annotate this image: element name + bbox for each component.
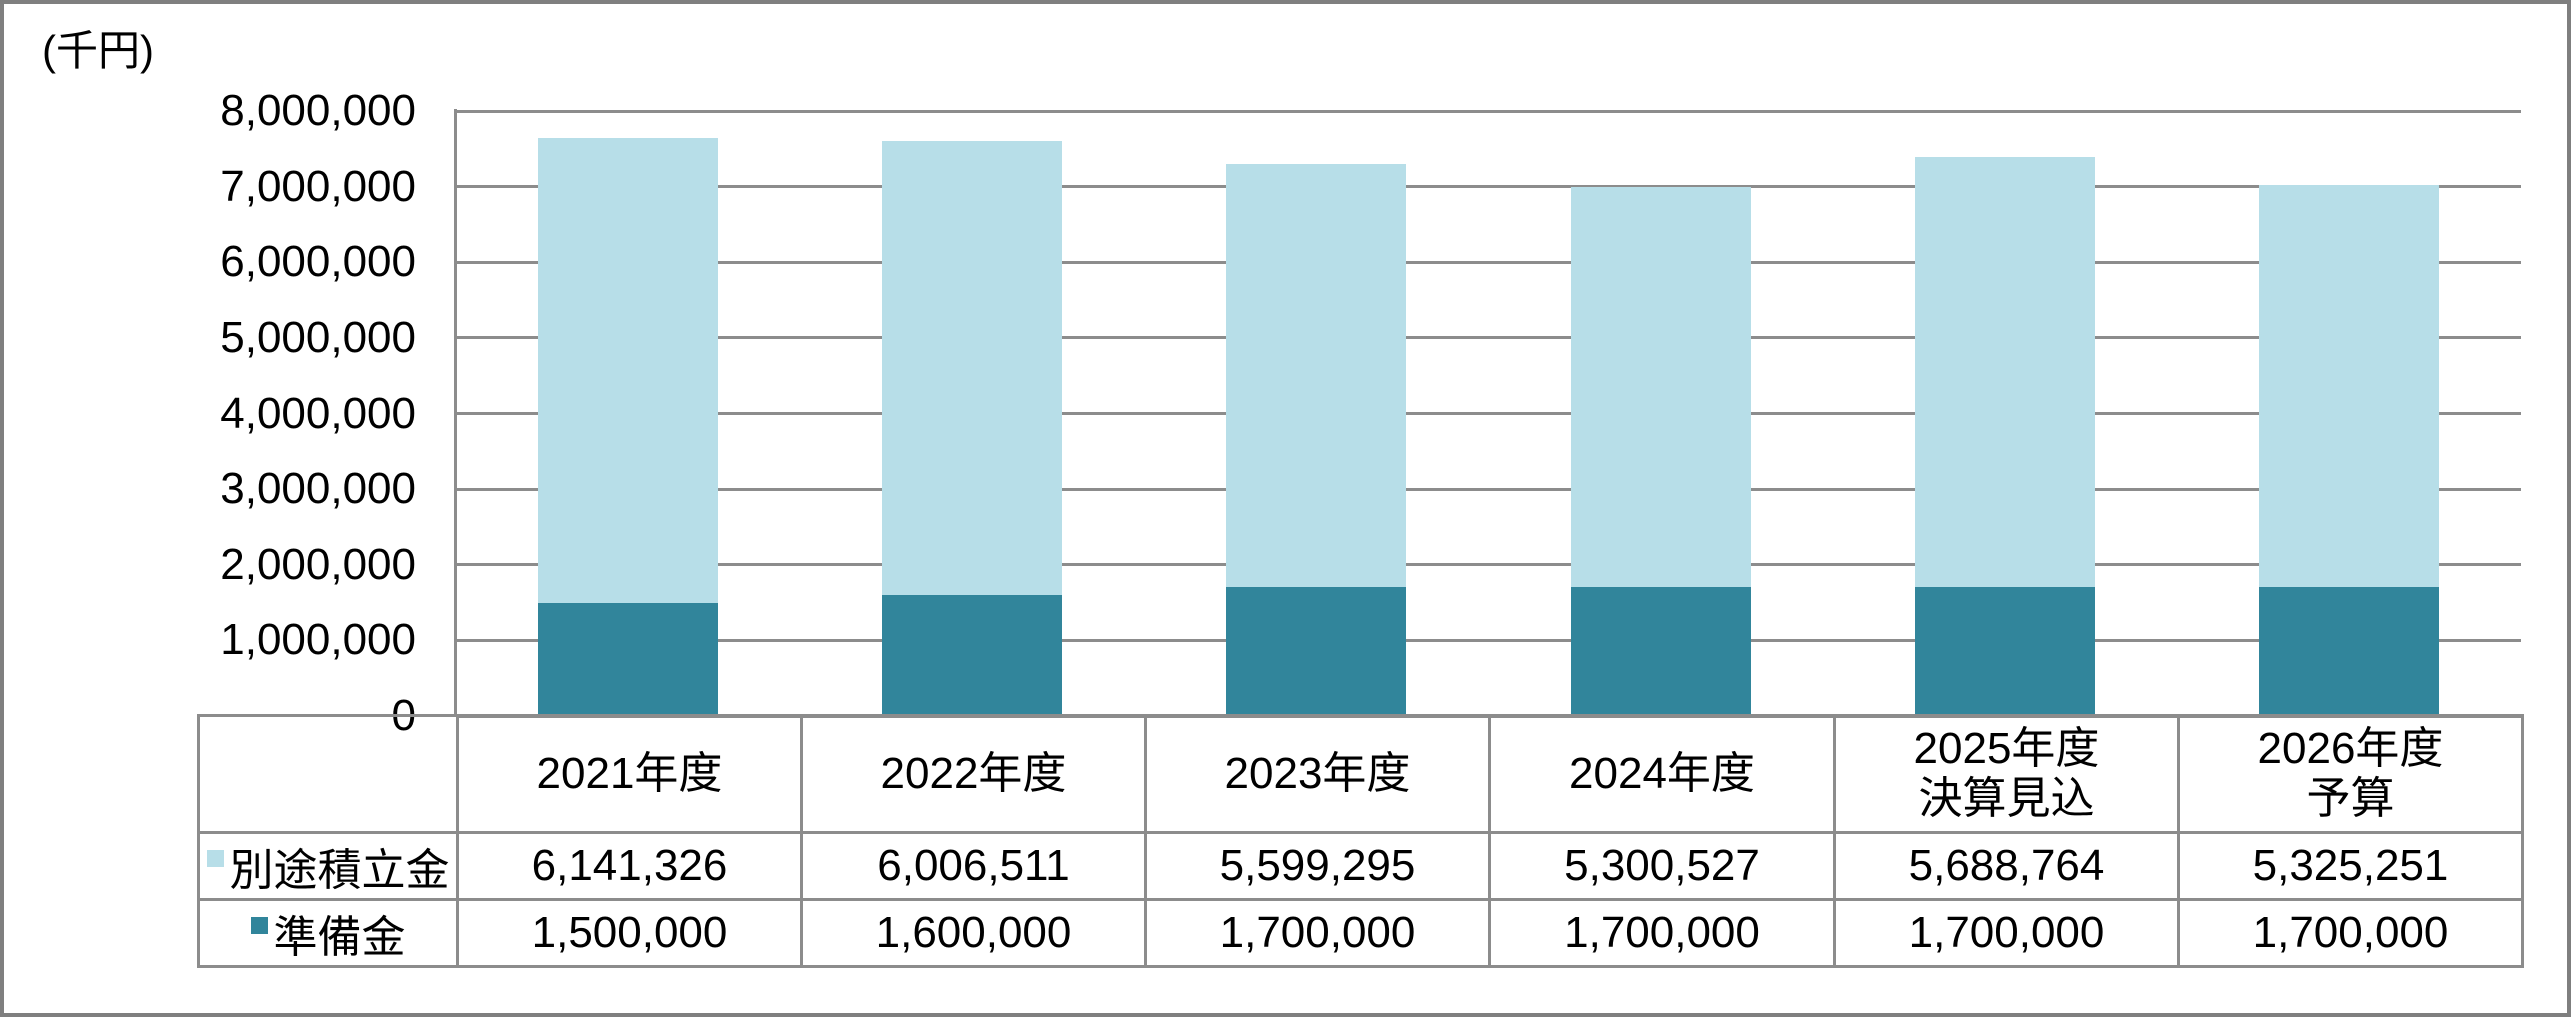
- category-header-row: 2021年度 2022年度 2023年度 2024年度 2025年度 決算見込 2026年…: [197, 714, 2524, 834]
- gridline: [456, 260, 2521, 264]
- category-header-cell: 2024年度: [1488, 714, 1836, 834]
- value-cell: 1,700,000: [1144, 898, 1491, 968]
- bar-segment-準備金: [2258, 587, 2439, 716]
- value-cell: 1,500,000: [456, 898, 803, 968]
- y-axis-tick-label: 3,000,000: [220, 464, 416, 514]
- bar-2025年度: [1914, 157, 2095, 716]
- table-corner-cell: [197, 714, 459, 834]
- y-axis-tick-label: 6,000,000: [220, 237, 416, 287]
- legend-label: 別途積立金: [229, 846, 450, 895]
- bar-segment-準備金: [538, 602, 719, 716]
- bar-segment-別途積立金: [1226, 164, 1407, 588]
- y-axis-tick-label: 7,000,000: [220, 161, 416, 211]
- bar-segment-準備金: [1226, 587, 1407, 716]
- y-axis-tick-label: 5,000,000: [220, 312, 416, 362]
- value-cell: 5,688,764: [1833, 831, 2180, 901]
- legend-cell: 別途積立金: [197, 831, 459, 901]
- y-axis-tick-label: 1,000,000: [220, 615, 416, 665]
- bar-segment-準備金: [882, 595, 1063, 716]
- gridline: [456, 563, 2521, 567]
- value-cell: 1,700,000: [2177, 898, 2524, 968]
- bar-segment-別途積立金: [538, 138, 719, 603]
- bar-2024年度: [1570, 186, 1751, 716]
- value-cell: 5,300,527: [1488, 831, 1836, 901]
- legend-color-swatch: [250, 917, 268, 934]
- category-header-cell: 2025年度 決算見込: [1833, 714, 2180, 834]
- value-cell: 1,700,000: [1833, 898, 2180, 968]
- y-axis-tick-label: 4,000,000: [220, 388, 416, 438]
- legend-cell: 準備金: [197, 898, 459, 968]
- category-header-cell: 2021年度: [456, 714, 803, 834]
- gridline: [456, 487, 2521, 491]
- gridline: [456, 185, 2521, 189]
- bar-2022年度: [882, 140, 1063, 716]
- category-header-cell: 2023年度: [1144, 714, 1491, 834]
- y-axis-tick-label: 2,000,000: [220, 539, 416, 589]
- bar-2023年度: [1226, 164, 1407, 716]
- gridline: [456, 638, 2521, 642]
- bar-segment-準備金: [1914, 587, 2095, 716]
- category-header-cell: 2022年度: [800, 714, 1147, 834]
- y-axis-tick-label: 8,000,000: [220, 86, 416, 135]
- table-row-準備金: 準備金 1,500,000 1,600,000 1,700,000 1,700,000 1…: [197, 898, 2524, 968]
- y-axis-unit-label: (千円): [42, 27, 154, 74]
- data-table: 2021年度 2022年度 2023年度 2024年度 2025年度 決算見込 2026年…: [197, 714, 2524, 968]
- bar-segment-別途積立金: [882, 140, 1063, 595]
- bar-2026年度: [2258, 184, 2439, 716]
- bar-segment-別途積立金: [1914, 157, 2095, 588]
- gridline: [456, 412, 2521, 415]
- value-cell: 1,600,000: [800, 898, 1147, 968]
- gridline: [456, 109, 2521, 113]
- plot-area: [456, 109, 2521, 718]
- value-cell: 1,700,000: [1488, 898, 1836, 968]
- value-cell: 5,599,295: [1144, 831, 1491, 901]
- category-header-cell: 2026年度 予算: [2177, 714, 2524, 834]
- y-axis-line: [454, 109, 457, 717]
- value-cell: 6,141,326: [456, 831, 803, 901]
- value-cell: 5,325,251: [2177, 831, 2524, 901]
- gridline: [456, 336, 2521, 340]
- table-row-別途積立金: 別途積立金 6,141,326 6,006,511 5,599,295 5,300,52…: [197, 831, 2524, 901]
- bar-segment-別途積立金: [1570, 186, 1751, 588]
- bar-segment-別途積立金: [2258, 184, 2439, 588]
- bar-segment-準備金: [1570, 587, 1751, 716]
- legend-color-swatch: [206, 850, 224, 867]
- value-cell: 6,006,511: [800, 831, 1147, 901]
- legend-label: 準備金: [273, 913, 406, 962]
- bar-2021年度: [538, 138, 719, 716]
